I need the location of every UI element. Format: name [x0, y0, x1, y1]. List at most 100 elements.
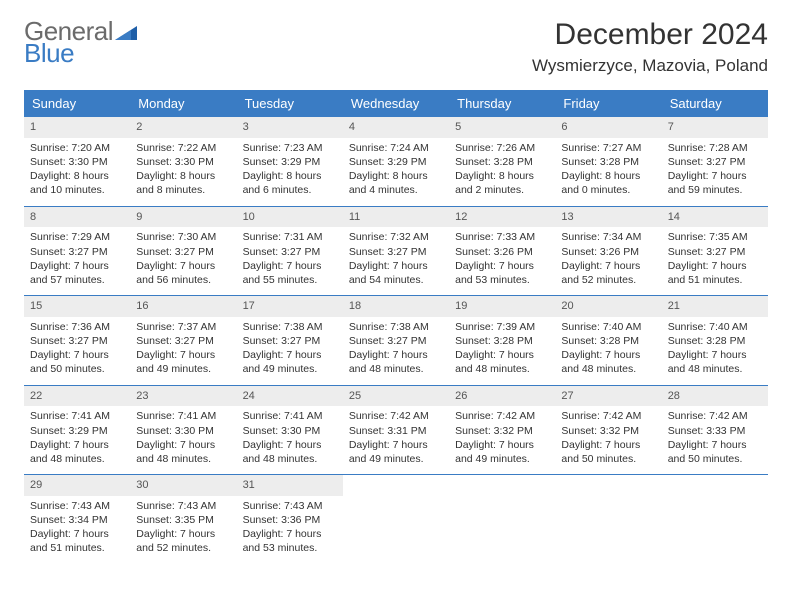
- calendar-day: 27Sunrise: 7:42 AMSunset: 3:32 PMDayligh…: [555, 386, 661, 475]
- sunrise-text: Sunrise: 7:41 AM: [136, 409, 230, 423]
- day-info: Sunrise: 7:26 AMSunset: 3:28 PMDaylight:…: [449, 138, 555, 206]
- day-info: Sunrise: 7:37 AMSunset: 3:27 PMDaylight:…: [130, 317, 236, 385]
- day-number: 16: [130, 296, 236, 317]
- day-number: 26: [449, 386, 555, 407]
- calendar-day: 9Sunrise: 7:30 AMSunset: 3:27 PMDaylight…: [130, 207, 236, 296]
- sunset-text: Sunset: 3:33 PM: [668, 424, 762, 438]
- daylight-text: Daylight: 8 hours and 4 minutes.: [349, 169, 443, 197]
- sunrise-text: Sunrise: 7:31 AM: [243, 230, 337, 244]
- calendar-day: 24Sunrise: 7:41 AMSunset: 3:30 PMDayligh…: [237, 386, 343, 475]
- sunset-text: Sunset: 3:31 PM: [349, 424, 443, 438]
- sunset-text: Sunset: 3:28 PM: [561, 334, 655, 348]
- day-number: 19: [449, 296, 555, 317]
- day-info: Sunrise: 7:41 AMSunset: 3:30 PMDaylight:…: [130, 406, 236, 474]
- calendar-day: 15Sunrise: 7:36 AMSunset: 3:27 PMDayligh…: [24, 296, 130, 385]
- sunrise-text: Sunrise: 7:43 AM: [243, 499, 337, 513]
- calendar-week: 8Sunrise: 7:29 AMSunset: 3:27 PMDaylight…: [24, 207, 768, 297]
- day-number: 6: [555, 117, 661, 138]
- sunrise-text: Sunrise: 7:40 AM: [561, 320, 655, 334]
- calendar-day: 13Sunrise: 7:34 AMSunset: 3:26 PMDayligh…: [555, 207, 661, 296]
- sunrise-text: Sunrise: 7:20 AM: [30, 141, 124, 155]
- daylight-text: Daylight: 8 hours and 6 minutes.: [243, 169, 337, 197]
- daylight-text: Daylight: 7 hours and 54 minutes.: [349, 259, 443, 287]
- calendar-day: 26Sunrise: 7:42 AMSunset: 3:32 PMDayligh…: [449, 386, 555, 475]
- day-info: Sunrise: 7:36 AMSunset: 3:27 PMDaylight:…: [24, 317, 130, 385]
- sunrise-text: Sunrise: 7:41 AM: [243, 409, 337, 423]
- day-number: 9: [130, 207, 236, 228]
- day-info: Sunrise: 7:43 AMSunset: 3:35 PMDaylight:…: [130, 496, 236, 564]
- sunset-text: Sunset: 3:32 PM: [455, 424, 549, 438]
- sunrise-text: Sunrise: 7:30 AM: [136, 230, 230, 244]
- day-number: 23: [130, 386, 236, 407]
- calendar-body: 1Sunrise: 7:20 AMSunset: 3:30 PMDaylight…: [24, 117, 768, 564]
- daylight-text: Daylight: 7 hours and 48 minutes.: [243, 438, 337, 466]
- sunrise-text: Sunrise: 7:41 AM: [30, 409, 124, 423]
- calendar-day: 3Sunrise: 7:23 AMSunset: 3:29 PMDaylight…: [237, 117, 343, 206]
- header: General Blue December 2024 Wysmierzyce, …: [24, 18, 768, 76]
- calendar-day: 22Sunrise: 7:41 AMSunset: 3:29 PMDayligh…: [24, 386, 130, 475]
- location-text: Wysmierzyce, Mazovia, Poland: [532, 56, 768, 76]
- calendar-day: 5Sunrise: 7:26 AMSunset: 3:28 PMDaylight…: [449, 117, 555, 206]
- daylight-text: Daylight: 7 hours and 49 minutes.: [136, 348, 230, 376]
- sunset-text: Sunset: 3:28 PM: [455, 334, 549, 348]
- daylight-text: Daylight: 7 hours and 49 minutes.: [243, 348, 337, 376]
- calendar-day: 23Sunrise: 7:41 AMSunset: 3:30 PMDayligh…: [130, 386, 236, 475]
- day-info: Sunrise: 7:32 AMSunset: 3:27 PMDaylight:…: [343, 227, 449, 295]
- sunset-text: Sunset: 3:35 PM: [136, 513, 230, 527]
- calendar-day: 6Sunrise: 7:27 AMSunset: 3:28 PMDaylight…: [555, 117, 661, 206]
- daylight-text: Daylight: 7 hours and 48 minutes.: [30, 438, 124, 466]
- daylight-text: Daylight: 7 hours and 49 minutes.: [349, 438, 443, 466]
- sunset-text: Sunset: 3:32 PM: [561, 424, 655, 438]
- calendar-day-empty: [662, 475, 768, 564]
- day-number: 24: [237, 386, 343, 407]
- calendar-day: 25Sunrise: 7:42 AMSunset: 3:31 PMDayligh…: [343, 386, 449, 475]
- sunset-text: Sunset: 3:28 PM: [455, 155, 549, 169]
- daylight-text: Daylight: 7 hours and 50 minutes.: [561, 438, 655, 466]
- calendar-day: 16Sunrise: 7:37 AMSunset: 3:27 PMDayligh…: [130, 296, 236, 385]
- daylight-text: Daylight: 7 hours and 50 minutes.: [668, 438, 762, 466]
- sunrise-text: Sunrise: 7:42 AM: [561, 409, 655, 423]
- daylight-text: Daylight: 7 hours and 48 minutes.: [668, 348, 762, 376]
- day-info: Sunrise: 7:43 AMSunset: 3:36 PMDaylight:…: [237, 496, 343, 564]
- calendar-day: 19Sunrise: 7:39 AMSunset: 3:28 PMDayligh…: [449, 296, 555, 385]
- calendar-day: 31Sunrise: 7:43 AMSunset: 3:36 PMDayligh…: [237, 475, 343, 564]
- weekday-monday: Monday: [130, 90, 236, 117]
- day-info: Sunrise: 7:35 AMSunset: 3:27 PMDaylight:…: [662, 227, 768, 295]
- day-info: Sunrise: 7:28 AMSunset: 3:27 PMDaylight:…: [662, 138, 768, 206]
- day-number: 13: [555, 207, 661, 228]
- day-info: Sunrise: 7:27 AMSunset: 3:28 PMDaylight:…: [555, 138, 661, 206]
- sunset-text: Sunset: 3:27 PM: [136, 334, 230, 348]
- calendar-day: 29Sunrise: 7:43 AMSunset: 3:34 PMDayligh…: [24, 475, 130, 564]
- day-info: Sunrise: 7:41 AMSunset: 3:30 PMDaylight:…: [237, 406, 343, 474]
- day-number: 20: [555, 296, 661, 317]
- calendar-day: 10Sunrise: 7:31 AMSunset: 3:27 PMDayligh…: [237, 207, 343, 296]
- day-info: Sunrise: 7:30 AMSunset: 3:27 PMDaylight:…: [130, 227, 236, 295]
- sunrise-text: Sunrise: 7:28 AM: [668, 141, 762, 155]
- sunset-text: Sunset: 3:27 PM: [30, 245, 124, 259]
- sunset-text: Sunset: 3:27 PM: [243, 334, 337, 348]
- sunset-text: Sunset: 3:36 PM: [243, 513, 337, 527]
- sunrise-text: Sunrise: 7:36 AM: [30, 320, 124, 334]
- sunrise-text: Sunrise: 7:32 AM: [349, 230, 443, 244]
- sunrise-text: Sunrise: 7:40 AM: [668, 320, 762, 334]
- sunrise-text: Sunrise: 7:24 AM: [349, 141, 443, 155]
- calendar-day-empty: [449, 475, 555, 564]
- calendar-week: 1Sunrise: 7:20 AMSunset: 3:30 PMDaylight…: [24, 117, 768, 207]
- daylight-text: Daylight: 7 hours and 48 minutes.: [349, 348, 443, 376]
- day-info: Sunrise: 7:20 AMSunset: 3:30 PMDaylight:…: [24, 138, 130, 206]
- weekday-tuesday: Tuesday: [237, 90, 343, 117]
- daylight-text: Daylight: 7 hours and 48 minutes.: [561, 348, 655, 376]
- sunset-text: Sunset: 3:26 PM: [561, 245, 655, 259]
- day-info: Sunrise: 7:31 AMSunset: 3:27 PMDaylight:…: [237, 227, 343, 295]
- calendar-day-empty: [555, 475, 661, 564]
- calendar-day: 4Sunrise: 7:24 AMSunset: 3:29 PMDaylight…: [343, 117, 449, 206]
- day-number: 25: [343, 386, 449, 407]
- day-number: 15: [24, 296, 130, 317]
- logo-text-blue: Blue: [24, 40, 137, 66]
- calendar-day: 2Sunrise: 7:22 AMSunset: 3:30 PMDaylight…: [130, 117, 236, 206]
- sunset-text: Sunset: 3:30 PM: [136, 155, 230, 169]
- calendar-day: 8Sunrise: 7:29 AMSunset: 3:27 PMDaylight…: [24, 207, 130, 296]
- sunset-text: Sunset: 3:27 PM: [349, 334, 443, 348]
- calendar-day: 20 Sunrise: 7:40 AMSunset: 3:28 PMDayligh…: [555, 296, 661, 385]
- calendar-day: 18Sunrise: 7:38 AMSunset: 3:27 PMDayligh…: [343, 296, 449, 385]
